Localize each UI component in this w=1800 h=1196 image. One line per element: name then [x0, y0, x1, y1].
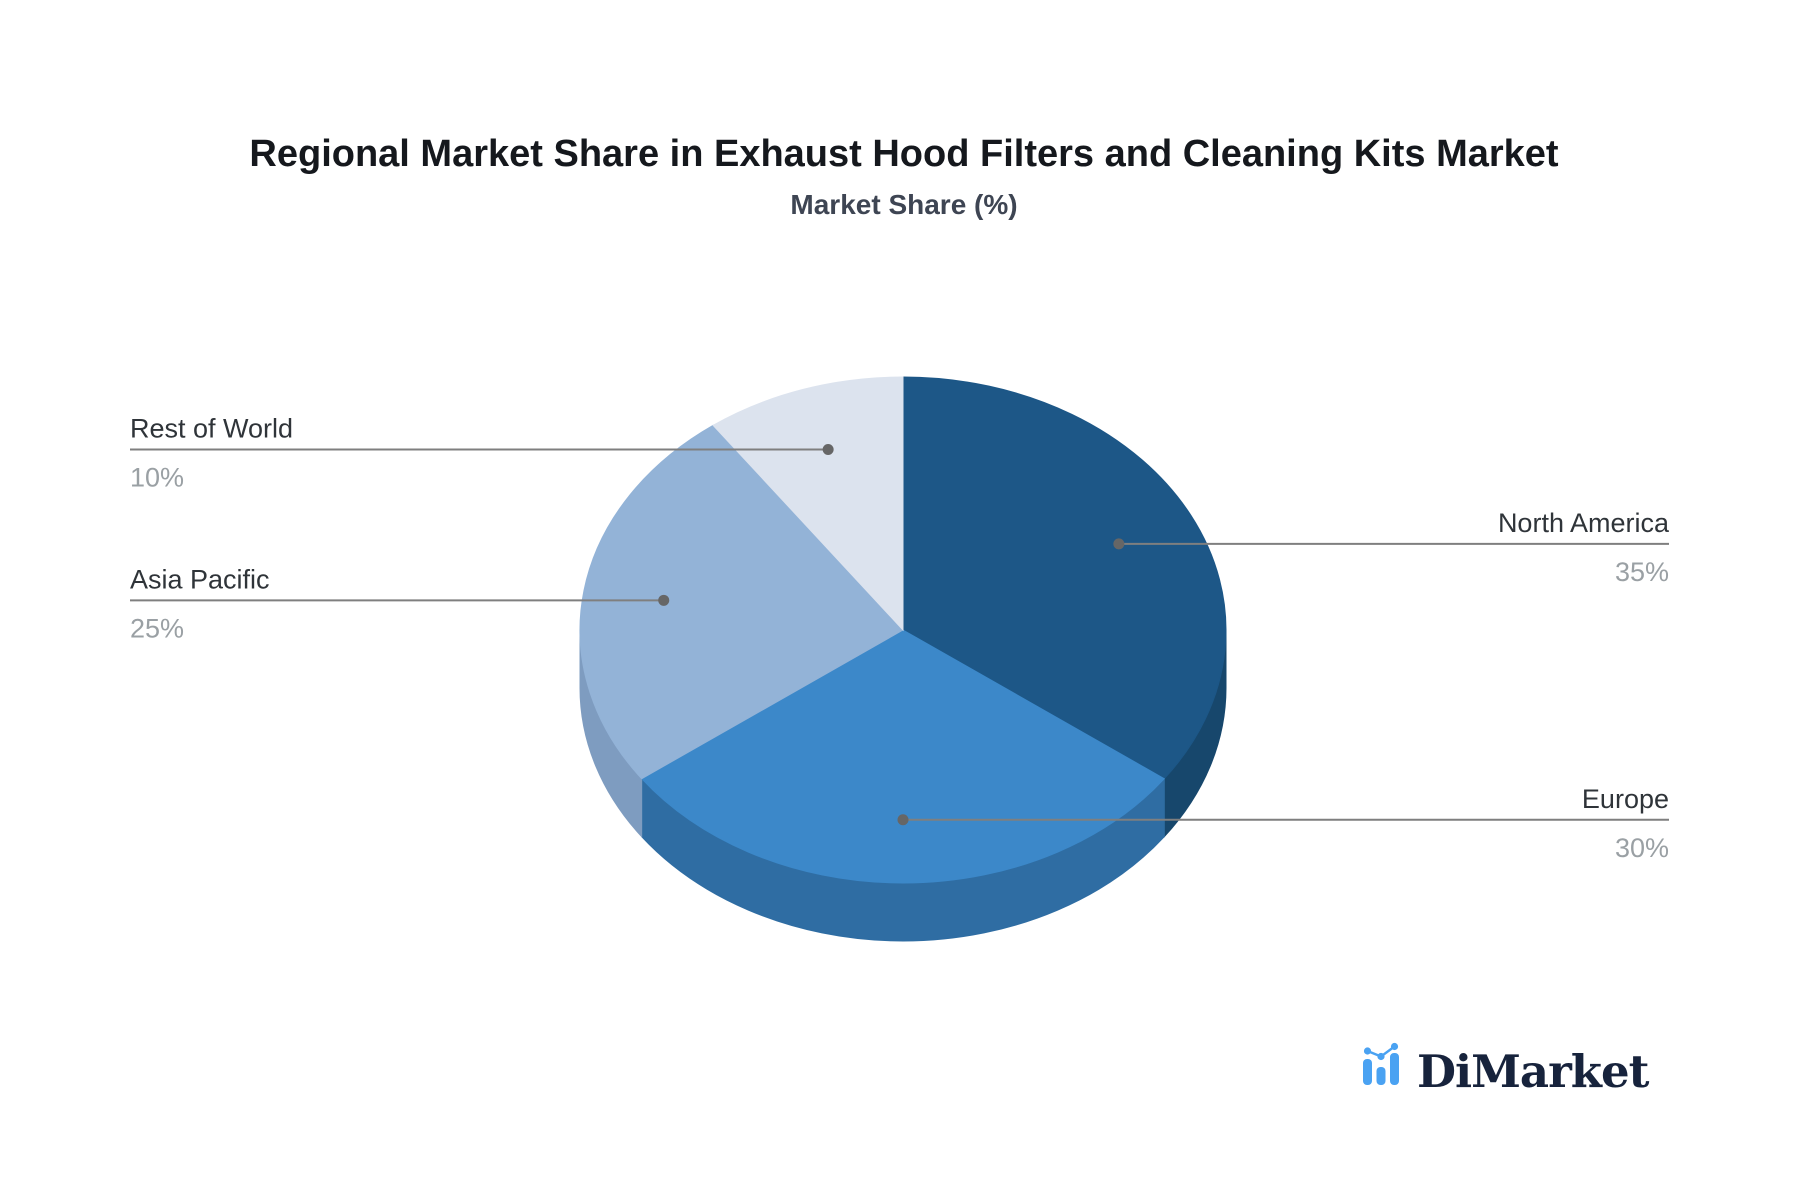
slice-label-name: Asia Pacific	[130, 564, 270, 594]
slice-label-asia-pacific: Asia Pacific 25%	[130, 564, 270, 643]
slice-label-europe: Europe 30%	[1582, 784, 1669, 863]
leader-dot	[897, 814, 909, 826]
leader-dot	[1113, 538, 1125, 550]
slice-label-name: North America	[1498, 508, 1670, 538]
leader-dot	[658, 594, 670, 606]
slice-label-pct: 35%	[1615, 557, 1669, 587]
leader-dot	[822, 444, 834, 456]
leader-lines	[130, 444, 1669, 826]
pie-slice-north-america	[902, 376, 1227, 780]
slice-label-pct: 30%	[1615, 833, 1669, 863]
slice-label-name: Rest of World	[130, 414, 293, 444]
pie-slices	[579, 376, 1227, 884]
dimarket-logo: DiMarket	[1362, 1040, 1649, 1098]
pie-slice-asia-pacific	[579, 424, 904, 780]
logo-text: DiMarket	[1417, 1045, 1649, 1098]
slice-label-pct: 10%	[130, 463, 184, 493]
slice-label-pct: 25%	[130, 613, 184, 643]
pie-slice-rest-of-world	[712, 376, 904, 632]
slice-label-name: Europe	[1582, 784, 1669, 814]
chart-title: Regional Market Share in Exhaust Hood Fi…	[249, 133, 1559, 175]
logo-bar-line-chart-icon	[1363, 1042, 1399, 1085]
slice-label-north-america: North America 35%	[1498, 508, 1670, 587]
slice-label-rest-of-world: Rest of World 10%	[130, 414, 293, 493]
chart-subtitle: Market Share (%)	[790, 189, 1017, 220]
